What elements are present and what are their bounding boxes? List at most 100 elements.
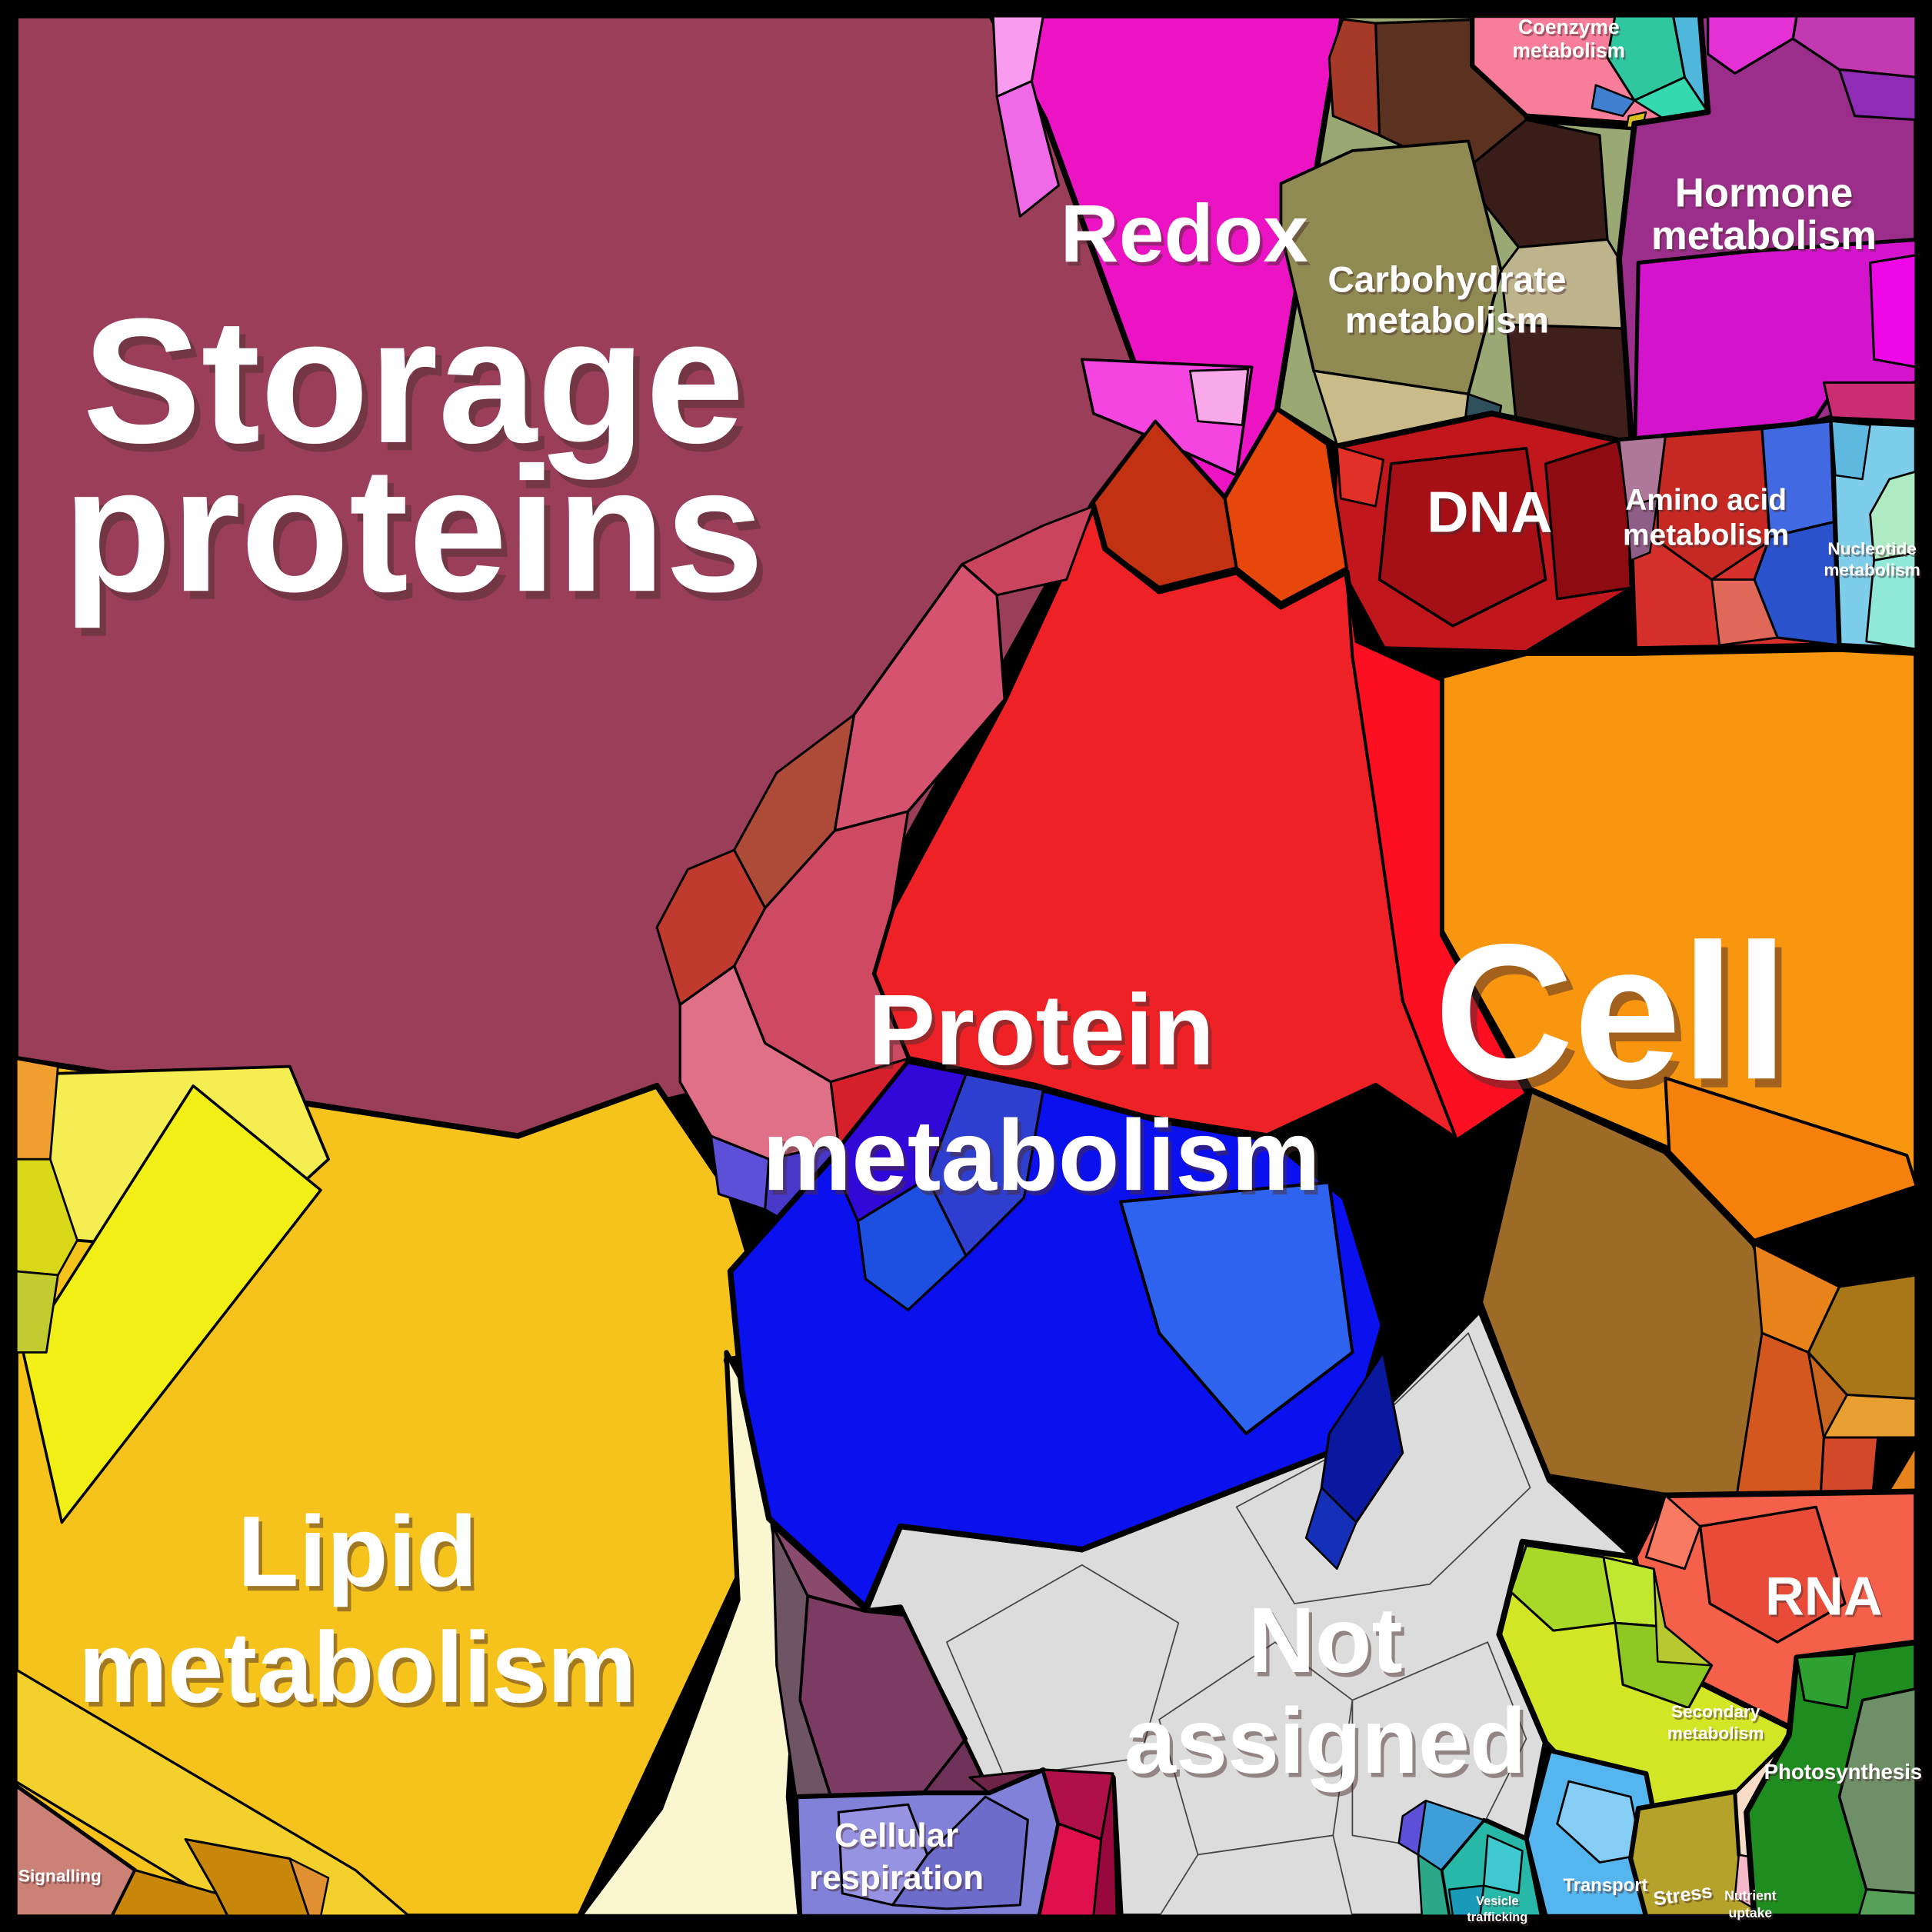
rna-label-shadow: RNA — [1767, 1568, 1884, 1629]
vesicle-sub-1 — [1482, 1834, 1524, 1895]
cellular-respiration-label: Cellular — [834, 1817, 958, 1854]
storage-proteins-label-shadow: proteins — [69, 438, 771, 637]
amino-acid-metabolism-label-shadow: metabolism — [1624, 521, 1790, 554]
cell-label: Cell — [1434, 904, 1789, 1120]
carbohydrate-metabolism-label: metabolism — [1345, 300, 1549, 341]
blue-violet-3 — [856, 1177, 968, 1311]
amino-acid-metabolism-label: Amino acid — [1625, 484, 1787, 517]
photosynthesis-label-shadow: Photosynthesis — [1766, 1762, 1924, 1786]
rose-cell-1 — [961, 505, 1095, 597]
coenzyme-blue-sm — [1591, 84, 1636, 117]
secondary-olive — [1653, 1567, 1713, 1667]
amino-rose-sm — [1710, 578, 1779, 647]
storage-proteins-label-shadow: Storage — [88, 289, 750, 488]
cellresp-dark — [891, 1795, 1029, 1910]
protein-metabolism-label: Protein — [868, 974, 1214, 1086]
dna-dark — [1377, 447, 1547, 628]
protein-lightblue-tri — [1118, 1181, 1354, 1435]
storage-proteins-label: Storage — [82, 281, 744, 480]
gray-subcell-2 — [1158, 1641, 1354, 1856]
amino-mauve-2 — [1625, 497, 1659, 561]
edge-violet-sm — [1397, 1799, 1427, 1856]
hormone-strip — [1869, 254, 1918, 368]
redox-label: Redox — [1061, 188, 1308, 279]
hormone-edge-crimson — [1822, 381, 1918, 423]
protein-metabolism-label: metabolism — [762, 1099, 1321, 1211]
cell-label-shadow: Cell — [1441, 914, 1795, 1129]
amino-acid-metabolism-label-shadow: Amino acid — [1627, 486, 1788, 519]
secondary-lime-1 — [1509, 1544, 1617, 1632]
rna-label: RNA — [1765, 1565, 1882, 1626]
hormone-metabolism-label: Hormone — [1675, 171, 1854, 216]
dna-bright-sliver — [1335, 445, 1384, 508]
blue-navy-1 — [1320, 1351, 1404, 1524]
lipid-edge-orange — [14, 1058, 59, 1161]
rna-sub-3 — [1644, 1494, 1701, 1571]
redox-label-shadow: Redox — [1063, 192, 1311, 283]
carb-brown-top-2 — [1459, 118, 1609, 249]
cellular-respiration-label-shadow: respiration — [811, 1861, 985, 1899]
not-assigned-label: Not — [1248, 1588, 1403, 1692]
coenzyme-metabolism-label: Coenzyme — [1518, 15, 1620, 38]
vesicle-trafficking-label-shadow: trafficking — [1469, 1913, 1530, 1927]
dna-label-shadow: DNA — [1429, 482, 1554, 547]
protein-metabolism-label-shadow: Protein — [872, 978, 1218, 1091]
vesicle-trafficking-label-shadow: Vesicle — [1477, 1897, 1520, 1910]
orangered-cell — [1223, 408, 1348, 605]
nutrient-uptake-label-shadow: uptake — [1730, 1907, 1774, 1923]
nutrient-uptake-label: Nutrient — [1724, 1887, 1777, 1903]
carbohydrate-metabolism-label: Carbohydrate — [1327, 260, 1566, 301]
transport-light — [1556, 1780, 1644, 1864]
nucleotide-metabolism-label-shadow: Nucleotide — [1830, 541, 1919, 561]
hormone-metabolism-label-shadow: Hormone — [1677, 173, 1855, 218]
nutrient-uptake-label: uptake — [1729, 1905, 1773, 1920]
photosynthesis-label: Photosynthesis — [1764, 1760, 1923, 1784]
nucleotide-metabolism-label: metabolism — [1824, 561, 1920, 580]
blue-navy-2 — [1304, 1486, 1357, 1570]
hormone-metabolism-label-shadow: metabolism — [1653, 215, 1878, 261]
cellular-respiration-label: respiration — [809, 1859, 984, 1897]
transport-label-shadow: Transport — [1565, 1877, 1650, 1898]
carbohydrate-metabolism-label-shadow: metabolism — [1347, 302, 1551, 343]
not-assigned-label-shadow: Not — [1251, 1593, 1406, 1697]
lipid-metabolism-label: metabolism — [78, 1611, 637, 1724]
not-assigned-label-shadow: assigned — [1128, 1693, 1530, 1797]
nucleotide-blue-sm — [1830, 420, 1871, 481]
secondary-metabolism-label: metabolism — [1667, 1724, 1764, 1743]
lipid-metabolism-label-shadow: metabolism — [82, 1616, 640, 1728]
nucleotide-palegreen — [1869, 470, 1918, 561]
lipid-metabolism-label-shadow: Lipid — [241, 1500, 481, 1612]
storage-proteins-label: proteins — [63, 430, 764, 628]
coenzyme-metabolism-label: metabolism — [1513, 38, 1625, 62]
photo-sliver — [1857, 1888, 1918, 1918]
redox-cell-pink2 — [995, 79, 1061, 218]
transport-label: Transport — [1563, 1875, 1647, 1896]
vesicle-trafficking-label: trafficking — [1467, 1910, 1527, 1924]
hormone-metabolism-label: metabolism — [1651, 213, 1877, 258]
redox-cell-pale — [1189, 368, 1250, 427]
coenzyme-metabolism-label-shadow: metabolism — [1514, 41, 1627, 64]
protein-red-band — [1344, 570, 1528, 1142]
photo-light-top — [1795, 1652, 1857, 1710]
protein-metabolism-label-shadow: metabolism — [766, 1104, 1324, 1216]
carb-brick-top — [1327, 18, 1381, 137]
dna-label: DNA — [1427, 480, 1552, 545]
cell-orange-dark-tri — [1664, 1076, 1918, 1242]
signalling-label-shadow: Signalling — [20, 1869, 103, 1888]
nucleotide-metabolism-label: Nucleotide — [1827, 539, 1917, 558]
gray-subcell-3 — [1351, 1641, 1527, 1856]
secondary-metabolism-label-shadow: Secondary — [1673, 1704, 1762, 1724]
nucleotide-metabolism-label-shadow: metabolism — [1826, 562, 1923, 581]
carbohydrate-metabolism-label-shadow: Carbohydrate — [1330, 262, 1568, 303]
cellular-respiration-label-shadow: Cellular — [836, 1819, 960, 1857]
secondary-metabolism-label-shadow: metabolism — [1669, 1726, 1766, 1745]
not-assigned-label: assigned — [1124, 1689, 1527, 1793]
gray-subcell-5 — [946, 1564, 1180, 1778]
vesicle-trafficking-label: Vesicle — [1476, 1894, 1518, 1908]
secondary-metabolism-label: Secondary — [1671, 1702, 1760, 1721]
amino-acid-metabolism-label: metabolism — [1623, 518, 1789, 551]
